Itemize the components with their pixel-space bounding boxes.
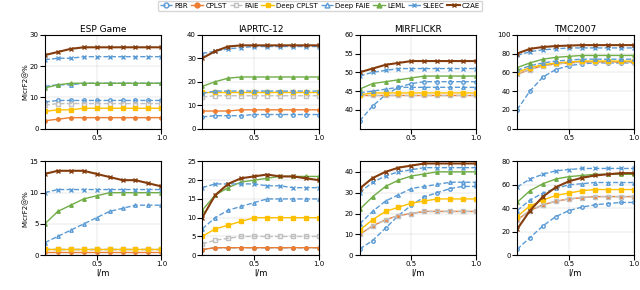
Y-axis label: MicrF2@%: MicrF2@%: [22, 63, 28, 100]
X-axis label: l/m: l/m: [412, 269, 424, 278]
Title: TMC2007: TMC2007: [554, 25, 596, 34]
Legend: PBR, CPLST, FAIE, Deep CPLST, Deep FAIE, LEML, SLEEC, C2AE: PBR, CPLST, FAIE, Deep CPLST, Deep FAIE,…: [157, 1, 483, 11]
Title: ESP Game: ESP Game: [80, 25, 126, 34]
Title: IAPRTC-12: IAPRTC-12: [237, 25, 284, 34]
X-axis label: l/m: l/m: [568, 269, 582, 278]
X-axis label: l/m: l/m: [254, 269, 267, 278]
Y-axis label: MicrF2@%: MicrF2@%: [22, 190, 28, 227]
Title: MIRFLICKR: MIRFLICKR: [394, 25, 442, 34]
X-axis label: l/m: l/m: [97, 269, 110, 278]
